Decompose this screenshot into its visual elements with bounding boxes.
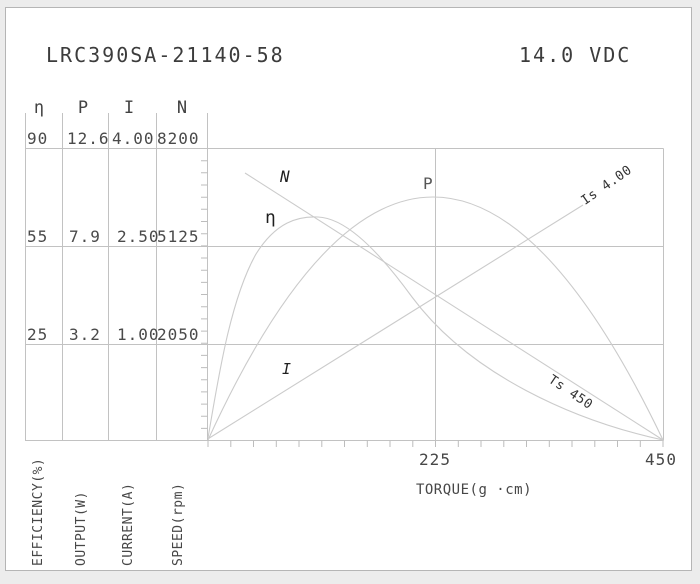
column-symbol-speed: N: [176, 98, 188, 118]
y-axis-title-output: OUTPUT(W): [74, 491, 89, 566]
y-axis-title-current: CURRENT(A): [121, 482, 136, 566]
table-cell-power-3: 3.2: [69, 325, 101, 344]
table-cell-current-3: 1.00: [117, 325, 160, 344]
column-symbol-efficiency: η: [33, 98, 45, 118]
table-cell-power-1: 12.6: [67, 129, 110, 148]
x-tick-label-450: 450: [645, 450, 677, 469]
curve-label-speed: N: [280, 167, 290, 186]
y-axis-title-efficiency: EFFICIENCY(%): [31, 457, 46, 566]
curve-label-efficiency: η: [265, 207, 276, 228]
voltage-label: 14.0 VDC: [519, 43, 632, 67]
table-cell-efficiency-1: 90: [27, 129, 49, 148]
table-cell-efficiency-3: 25: [27, 325, 49, 344]
table-cell-current-1: 4.00: [112, 129, 155, 148]
x-tick-label-225: 225: [419, 450, 451, 469]
y-axis-title-speed: SPEED(rpm): [171, 482, 186, 566]
datasheet-card: [5, 7, 692, 571]
table-cell-speed-3: 2050: [157, 325, 200, 344]
table-cell-speed-2: 5125: [157, 227, 200, 246]
curve-label-power: P: [423, 174, 433, 193]
curve-label-current: I: [282, 360, 292, 378]
column-symbol-power: P: [77, 98, 89, 118]
table-cell-efficiency-2: 55: [27, 227, 49, 246]
x-axis-title-torque: TORQUE(g ·cm): [415, 482, 533, 498]
table-cell-speed-1: 8200: [157, 129, 200, 148]
table-cell-power-2: 7.9: [69, 227, 101, 246]
table-cell-current-2: 2.50: [117, 227, 160, 246]
model-number-title: LRC390SA-21140-58: [46, 43, 285, 67]
column-symbol-current: I: [123, 98, 135, 118]
